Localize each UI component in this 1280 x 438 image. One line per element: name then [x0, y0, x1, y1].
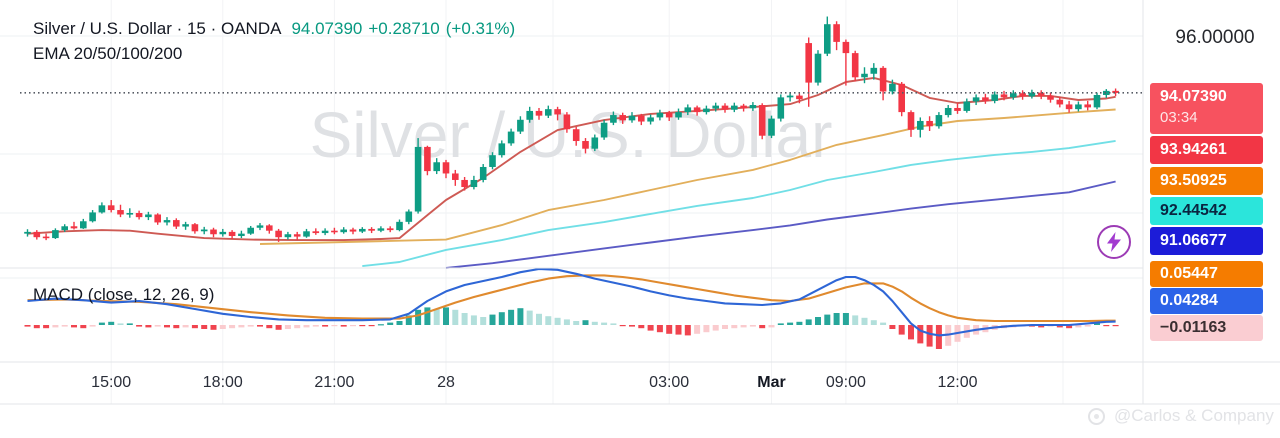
symbol-row[interactable]: Silver / U.S. Dollar · 15 · OANDA 94.0739… [33, 16, 521, 41]
candles-layer [24, 16, 1119, 242]
time-axis-label-28: 28 [437, 374, 455, 391]
time-axis-label-1500: 15:00 [91, 374, 132, 391]
ema200-line [445, 180, 1116, 269]
footer-watermark: @Carlos & Company [1088, 406, 1274, 426]
macd-signal-line [27, 274, 1116, 323]
footer-logo-icon [1088, 407, 1105, 425]
chart-legend: Silver / U.S. Dollar · 15 · OANDA 94.0739… [33, 16, 521, 66]
price-change: +0.28710 [368, 19, 440, 38]
last-price-badge: 94.07390 03:34 [1150, 83, 1263, 134]
center-watermark: Silver / U.S. Dollar [310, 99, 833, 171]
macd-signal-value-badge: 0.05447 [1150, 261, 1263, 287]
footer-watermark-text: @Carlos & Company [1114, 406, 1274, 425]
time-axis-label-0300: 03:00 [649, 374, 690, 391]
ema100-value-badge: 92.44542 [1150, 197, 1263, 225]
time-axis-label-mar: Mar [757, 374, 786, 391]
ema50-line [259, 108, 1116, 245]
macd-indicator-label[interactable]: MACD (close, 12, 26, 9) [33, 285, 215, 304]
ema200-value-badge: 91.06677 [1150, 227, 1263, 255]
bar-countdown: 03:34 [1160, 109, 1198, 126]
macd-histogram [24, 307, 1119, 349]
quote-values: 94.07390 +0.28710 (+0.31%) [291, 19, 521, 38]
macd-histogram-value-badge: −0.01163 [1150, 315, 1263, 341]
gridlines [0, 0, 1143, 404]
time-axis-label-1200: 12:00 [937, 374, 978, 391]
time-axis-label-2100: 21:00 [314, 374, 355, 391]
time-axis-label-1800: 18:00 [202, 374, 243, 391]
ema20-value-badge: 93.94261 [1150, 136, 1263, 164]
symbol-title[interactable]: Silver / U.S. Dollar · 15 · OANDA [33, 19, 282, 38]
macd-main-line [27, 267, 1116, 337]
last-price-badge-value: 94.07390 [1160, 88, 1227, 105]
price-axis-label-96: 96.00000 [1175, 27, 1255, 48]
time-axis-label-0900: 09:00 [825, 374, 866, 391]
price-change-percent: (+0.31%) [445, 19, 516, 38]
instant-trading-button[interactable] [1097, 225, 1131, 259]
lightning-bolt-icon [1107, 232, 1121, 252]
last-price: 94.07390 [291, 19, 363, 38]
ema-legend-row[interactable]: EMA 20/50/100/200 [33, 44, 183, 63]
macd-line-value-badge: 0.04284 [1150, 288, 1263, 314]
ema50-value-badge: 93.50925 [1150, 167, 1263, 195]
axis-separators [0, 0, 1280, 405]
ema100-line [362, 139, 1116, 268]
